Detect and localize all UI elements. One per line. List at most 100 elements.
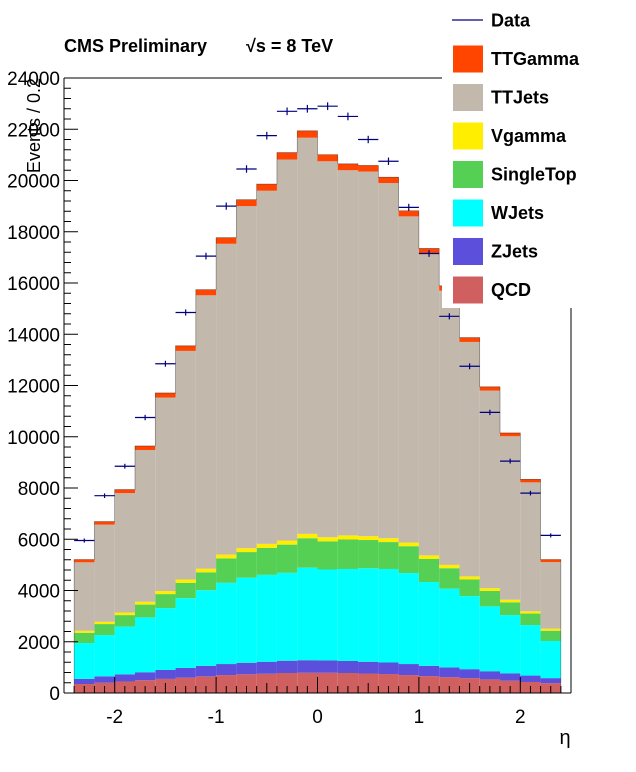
legend-swatch: [453, 161, 483, 188]
legend-item-vgamma: Vgamma: [453, 122, 567, 150]
bar-vgamma-bin-6: [195, 568, 217, 573]
bar-qcd-bin-13: [337, 673, 359, 693]
bar-vgamma-bin-17: [418, 555, 440, 559]
bar-zjets-bin-6: [195, 665, 217, 677]
bar-wjets-bin-23: [540, 640, 561, 679]
bar-vgamma-bin-18: [439, 564, 460, 569]
legend-swatch: [453, 276, 483, 304]
bar-ttgamma-bin-4: [155, 392, 176, 398]
stacked-bars: [73, 130, 562, 693]
bar-ttgamma-bin-19: [459, 337, 480, 342]
bar-vgamma-bin-13: [337, 535, 359, 540]
bar-singletop-bin-16: [398, 546, 419, 574]
legend-item-zjets: ZJets: [453, 238, 538, 265]
bar-singletop-bin-19: [459, 579, 480, 597]
bar-ttgamma-bin-22: [520, 479, 541, 483]
data-point-22: [520, 490, 541, 496]
legend-swatch: [453, 84, 483, 111]
legend-swatch: [453, 199, 483, 227]
bar-zjets-bin-16: [398, 664, 419, 676]
legend-swatch: [453, 122, 483, 150]
bar-wjets-bin-3: [134, 617, 156, 673]
bar-zjets-bin-2: [114, 674, 135, 682]
bar-qcd-bin-8: [236, 674, 257, 693]
legend-item-ttjets: TTJets: [453, 84, 549, 111]
data-point-3: [134, 414, 156, 421]
data-point-10: [276, 107, 298, 116]
bar-ttjets-bin-13: [337, 170, 359, 536]
bar-vgamma-bin-9: [256, 543, 277, 548]
bar-ttjets-bin-12: [317, 161, 338, 538]
bar-ttgamma-bin-14: [358, 165, 379, 172]
bar-ttgamma-bin-12: [317, 154, 338, 162]
bar-qcd-bin-10: [276, 673, 298, 693]
data-point-5: [175, 309, 196, 316]
bar-zjets-bin-1: [94, 676, 115, 683]
legend-swatch: [453, 45, 483, 73]
bar-ttjets-bin-20: [479, 390, 501, 589]
bar-qcd-bin-6: [195, 676, 217, 693]
legend-label: WJets: [491, 203, 544, 223]
bar-ttjets-bin-3: [134, 450, 156, 602]
bar-wjets-bin-5: [175, 598, 196, 668]
bar-zjets-bin-13: [337, 660, 359, 674]
bar-wjets-bin-14: [358, 568, 379, 662]
bar-zjets-bin-0: [74, 678, 95, 685]
y-tick-label: 14000: [7, 325, 60, 346]
bar-singletop-bin-9: [256, 547, 277, 575]
bar-singletop-bin-1: [94, 624, 115, 636]
y-tick-label: 4000: [18, 582, 60, 603]
bar-vgamma-bin-3: [134, 601, 156, 605]
bar-wjets-bin-16: [398, 573, 419, 665]
bar-ttgamma-bin-9: [256, 184, 277, 191]
bar-wjets-bin-10: [276, 572, 298, 661]
bar-wjets-bin-20: [479, 606, 501, 672]
bar-singletop-bin-12: [317, 541, 338, 570]
bar-ttgamma-bin-5: [175, 345, 196, 351]
bar-vgamma-bin-0: [74, 630, 95, 633]
bar-singletop-bin-13: [337, 539, 359, 569]
data-point-4: [155, 360, 176, 367]
bar-ttjets-bin-1: [94, 524, 115, 622]
bar-ttjets-bin-16: [398, 216, 419, 543]
bar-vgamma-bin-2: [114, 612, 135, 616]
legend-label: SingleTop: [491, 165, 577, 185]
bar-zjets-bin-8: [236, 662, 257, 675]
bar-wjets-bin-2: [114, 626, 135, 675]
bar-qcd-bin-5: [175, 677, 196, 693]
data-points: [74, 102, 561, 543]
bar-zjets-bin-19: [459, 669, 480, 679]
bar-wjets-bin-1: [94, 635, 115, 677]
x-tick-label: -2: [106, 707, 123, 728]
bar-ttjets-bin-22: [520, 482, 541, 612]
bar-singletop-bin-10: [276, 544, 298, 573]
bar-wjets-bin-7: [216, 582, 237, 665]
bar-wjets-bin-13: [337, 568, 359, 661]
bar-wjets-bin-11: [297, 567, 318, 661]
legend-label: QCD: [491, 280, 531, 300]
legend-item-qcd: QCD: [453, 276, 531, 304]
bar-singletop-bin-11: [297, 538, 318, 568]
bar-singletop-bin-15: [378, 542, 399, 569]
bar-ttgamma-bin-23: [540, 559, 561, 563]
x-tick-label: 1: [414, 707, 425, 728]
bar-ttjets-bin-5: [175, 350, 196, 580]
bar-zjets-bin-14: [358, 661, 379, 674]
bar-ttgamma-bin-10: [276, 152, 298, 160]
bar-ttjets-bin-15: [378, 183, 399, 539]
bar-ttjets-bin-7: [216, 243, 237, 555]
bar-zjets-bin-11: [297, 660, 318, 673]
data-point-23: [540, 533, 561, 538]
legend-item-singletop: SingleTop: [453, 161, 577, 188]
bar-ttjets-bin-17: [418, 253, 440, 556]
bar-ttgamma-bin-0: [74, 559, 95, 563]
y-tick-label: 10000: [7, 428, 60, 449]
y-tick-label: 6000: [18, 530, 60, 551]
legend-item-ttgamma: TTGamma: [453, 45, 580, 73]
bar-ttgamma-bin-15: [378, 177, 399, 184]
data-point-6: [195, 252, 217, 260]
bar-ttgamma-bin-21: [500, 432, 521, 437]
bar-ttgamma-bin-6: [195, 289, 217, 296]
bar-zjets-bin-23: [540, 678, 561, 684]
data-point-7: [216, 202, 237, 210]
